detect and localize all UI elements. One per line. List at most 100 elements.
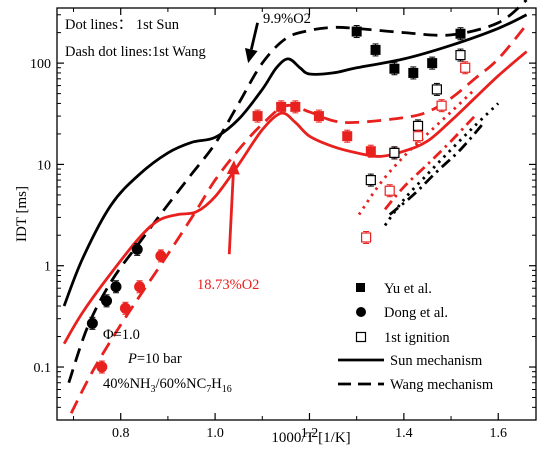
x-tick-label: 1.6 [489,426,507,441]
point-dong-red-circles [96,360,108,374]
point-yu-black-squares [370,43,381,57]
annotation-9-9-o2: 9.9%O2 [263,11,311,27]
annotation-arrow-shaft-0 [249,22,259,50]
mixture-sub-b: 7 [206,384,211,395]
legend-marker-dong [356,307,366,317]
point-yu-black-squares [427,56,438,70]
point-yu-black-squares [351,25,362,39]
marker-square [276,101,287,112]
marker-open-square [431,84,442,95]
annotation-18-73-o2: 18.73%O2 [197,277,259,293]
y-tick-label: 0.1 [34,361,52,376]
curve-first-wang-red [383,115,476,211]
marker-circle [131,243,143,255]
point-first-red-open [384,184,395,198]
x-tick-label: 1.2 [301,426,319,441]
marker-square [365,146,376,157]
marker-open-square [455,49,466,61]
point-first-red-open [460,61,471,75]
y-axis-label: IDT [ms] [14,186,30,242]
legend-label-yu: Yu et al. [384,281,432,297]
marker-circle [101,295,113,307]
marker-open-square [384,185,395,196]
point-yu-red-squares [342,129,353,143]
curve-first-wang-black [388,121,486,216]
condition-mixture: 40%NH3/60%NC7H16 [103,376,232,395]
y-tick-label: 100 [30,57,51,72]
curve-first-sun-red [357,88,476,216]
point-yu-red-squares [365,144,376,158]
point-dong-red-circles [155,249,167,263]
marker-circle [96,361,108,373]
curve-sun-black [62,13,528,307]
x-tick-label: 0.8 [112,426,130,441]
marker-circle [119,302,131,314]
point-yu-red-squares [276,100,287,114]
mixture-part-b: /60%NC [156,376,207,392]
legend-label-sun: Sun mechanism [390,353,483,369]
marker-circle [155,250,167,262]
point-first-black-open [365,173,376,187]
annotation-arrow-head-1 [226,160,240,175]
point-first-black-open [455,48,466,62]
marker-square [389,63,400,74]
marker-open-square [436,100,447,111]
note-dash-dot-lines: Dash dot lines:1st Wang [65,44,206,60]
point-first-black-open [431,82,442,96]
point-dong-red-circles [119,301,131,315]
point-first-red-open [361,230,372,244]
point-dong-black-circles [86,316,98,330]
point-dong-red-circles [134,280,146,294]
marker-circle [110,281,122,293]
curve-wang-black [67,0,528,384]
mixture-sub-c: 16 [222,384,232,395]
point-first-red-open [412,129,424,143]
y-tick-label: 10 [37,158,51,173]
x-tick-label: 1.4 [395,426,413,441]
legend: Yu et al. Dong et al. 1st ignition Sun m… [338,281,494,393]
marker-square [427,58,438,69]
point-yu-red-squares [252,109,263,123]
annotation-arrow-shaft-1 [227,174,235,255]
y-tick-label: 1 [44,260,51,275]
marker-open-square [460,62,471,73]
marker-open-square [412,131,424,142]
condition-pressure: P=10 bar [127,351,182,367]
point-yu-red-squares [313,109,324,123]
annotations-layer [226,22,259,255]
marker-circle [86,317,98,329]
x-axis-label: 1000/T [1/K] [271,430,350,446]
markers-layer [86,25,471,374]
marker-open-square [389,147,400,158]
point-yu-red-squares [290,100,301,114]
pressure-value: =10 bar [137,351,182,367]
point-dong-black-circles [101,294,113,308]
annotation-arrow-head-0 [244,48,258,64]
marker-square [313,111,324,122]
legend-marker-yu [356,283,365,292]
point-dong-black-circles [110,280,122,294]
curve-first-sun-black [383,102,500,227]
marker-open-square [361,232,372,243]
marker-circle [134,281,146,293]
marker-open-square [412,120,424,132]
marker-square [252,111,263,122]
legend-label-wang: Wang mechanism [390,377,494,393]
condition-phi: Φ=1.0 [103,327,140,343]
mixture-part-a: 40%NH [103,376,151,392]
point-yu-black-squares [389,62,400,76]
point-first-black-open [389,146,400,160]
plot-frame [56,7,537,421]
point-dong-black-circles [131,242,143,256]
marker-square [455,28,466,39]
legend-marker-first-ignition [355,331,367,343]
pressure-symbol: P [127,351,137,367]
mixture-sub-a: 3 [151,384,156,395]
marker-square [342,131,353,142]
curve-sun-red [62,50,528,345]
marker-square [370,44,381,55]
note-dot-lines: Dot lines： 1st Sun [65,17,180,33]
mixture-part-c: H [211,376,222,392]
point-first-red-open [436,99,447,113]
